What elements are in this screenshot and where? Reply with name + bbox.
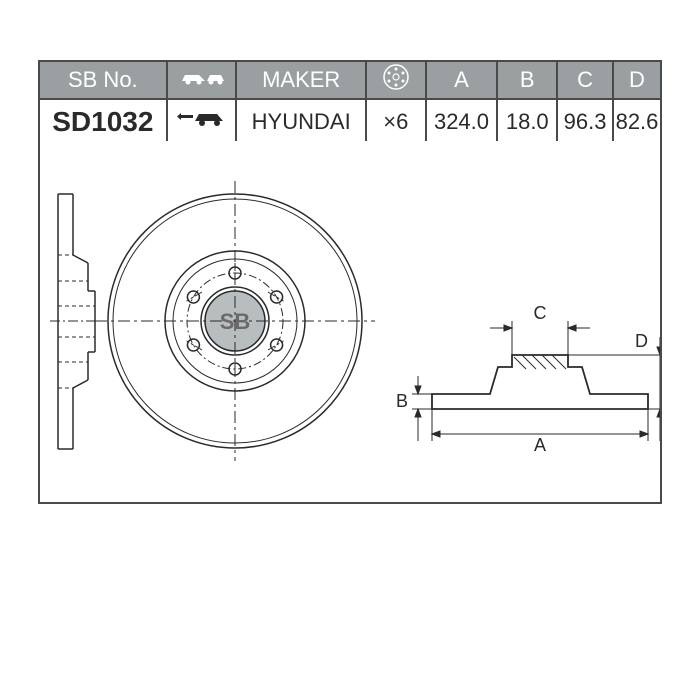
cross-section-diagram: A B C D — [396, 303, 660, 455]
car-arrow-icon — [177, 107, 227, 131]
th-car-icon — [167, 61, 237, 99]
technical-drawing: SB A B — [40, 141, 660, 502]
td-C: 96.3 — [557, 99, 613, 145]
td-sb-no: SD1032 — [39, 99, 167, 145]
dim-label-A: A — [534, 435, 546, 455]
th-C: C — [557, 61, 613, 99]
rotor-front-view: SB — [95, 181, 375, 461]
td-A: 324.0 — [426, 99, 498, 145]
th-maker: MAKER — [236, 61, 366, 99]
td-maker: HYUNDAI — [236, 99, 366, 145]
car-icon — [177, 67, 227, 87]
rotor-side-view — [50, 194, 102, 449]
th-B: B — [497, 61, 557, 99]
table-data-row: SD1032 HYUNDAI ×6 324.0 18.0 96.3 82.6 — [39, 99, 661, 145]
th-sb-no: SB No. — [39, 61, 167, 99]
td-car-icon — [167, 99, 237, 145]
th-A: A — [426, 61, 498, 99]
td-D: 82.6 — [613, 99, 661, 145]
dim-label-B: B — [396, 391, 408, 411]
td-B: 18.0 — [497, 99, 557, 145]
diagram-area: SB A B — [40, 141, 660, 502]
dim-label-D: D — [635, 331, 648, 351]
disc-holes-icon — [381, 62, 411, 92]
td-holes: ×6 — [366, 99, 426, 145]
sb-logo-text: SB — [220, 309, 251, 334]
dim-label-C: C — [534, 303, 547, 323]
table-header-row: SB No. MAKER — [39, 61, 661, 99]
th-D: D — [613, 61, 661, 99]
spec-table: SB No. MAKER — [38, 60, 662, 146]
th-holes-icon — [366, 61, 426, 99]
